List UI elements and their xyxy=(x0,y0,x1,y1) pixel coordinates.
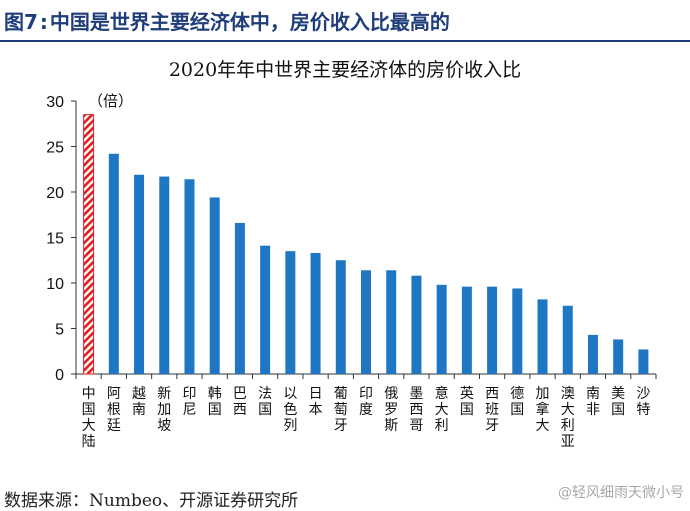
x-category-label: 美国 xyxy=(611,386,625,418)
x-category-label: 沙特 xyxy=(636,386,650,418)
x-category-label: 中国大陆 xyxy=(82,386,96,450)
bar xyxy=(335,260,346,374)
x-category-label: 越南 xyxy=(132,386,146,418)
bar xyxy=(461,286,472,374)
x-category-label: 印尼 xyxy=(182,386,196,418)
x-category-label: 巴西 xyxy=(233,386,247,418)
bar xyxy=(562,305,573,374)
x-category-label: 法国 xyxy=(258,386,272,418)
x-category-label: 澳大利亚 xyxy=(561,386,575,450)
y-tick-label: 10 xyxy=(46,276,64,293)
bar xyxy=(260,245,271,374)
x-category-label: 葡萄牙 xyxy=(334,386,348,434)
bar xyxy=(613,339,624,374)
bar xyxy=(285,251,296,374)
figure-title: 图7: 中国是世界主要经济体中，房价收入比最高的 xyxy=(4,6,450,35)
x-category-label: 南非 xyxy=(586,386,600,418)
bar xyxy=(587,334,598,374)
x-category-label: 俄罗斯 xyxy=(384,386,398,434)
y-tick-label: 0 xyxy=(55,367,64,384)
x-category-label: 加拿大 xyxy=(536,386,550,434)
bar xyxy=(638,349,649,374)
x-category-label: 墨西哥 xyxy=(409,386,423,434)
bar xyxy=(386,270,397,374)
bar xyxy=(361,270,371,374)
bar xyxy=(487,286,498,374)
figure-header: 图7: 中国是世界主要经济体中，房价收入比最高的 xyxy=(0,0,690,42)
bar xyxy=(184,179,195,374)
x-category-label: 德国 xyxy=(510,386,524,418)
x-category-label: 西班牙 xyxy=(485,386,499,434)
figure-separator: : xyxy=(39,10,48,34)
bar xyxy=(310,252,321,374)
y-tick-label: 25 xyxy=(46,140,64,157)
bar xyxy=(512,288,523,374)
y-tick-label: 15 xyxy=(46,231,64,248)
bar xyxy=(436,284,447,374)
y-tick-label: 30 xyxy=(46,94,64,111)
x-category-label: 阿根廷 xyxy=(107,386,121,434)
bar xyxy=(134,174,145,374)
figure-label: 图7 xyxy=(4,10,38,34)
bar xyxy=(209,197,220,374)
bar xyxy=(537,299,548,374)
x-category-label: 日本 xyxy=(309,386,323,418)
chart-title: 2020年年中世界主要经济体的房价收入比 xyxy=(168,59,522,81)
y-tick-label: 20 xyxy=(46,185,64,202)
y-unit-label: （倍） xyxy=(88,92,133,110)
bar xyxy=(411,275,422,374)
bar-highlight xyxy=(83,114,95,375)
figure-title-text: 中国是世界主要经济体中，房价收入比最高的 xyxy=(49,10,450,34)
watermark: @轻风细雨天微小号 xyxy=(558,485,684,501)
bar xyxy=(108,153,119,374)
y-tick-label: 5 xyxy=(55,322,64,339)
x-category-label: 印度 xyxy=(359,386,373,418)
source-note: 数据来源：Numbeo、开源证券研究所 xyxy=(4,491,299,511)
x-category-label: 以色列 xyxy=(283,386,297,434)
x-category-label: 英国 xyxy=(460,385,474,418)
bar xyxy=(159,176,170,374)
x-category-label: 新加坡 xyxy=(157,386,171,434)
x-category-label: 韩国 xyxy=(208,386,222,418)
x-category-label: 意大利 xyxy=(435,385,449,434)
bar xyxy=(234,222,245,374)
